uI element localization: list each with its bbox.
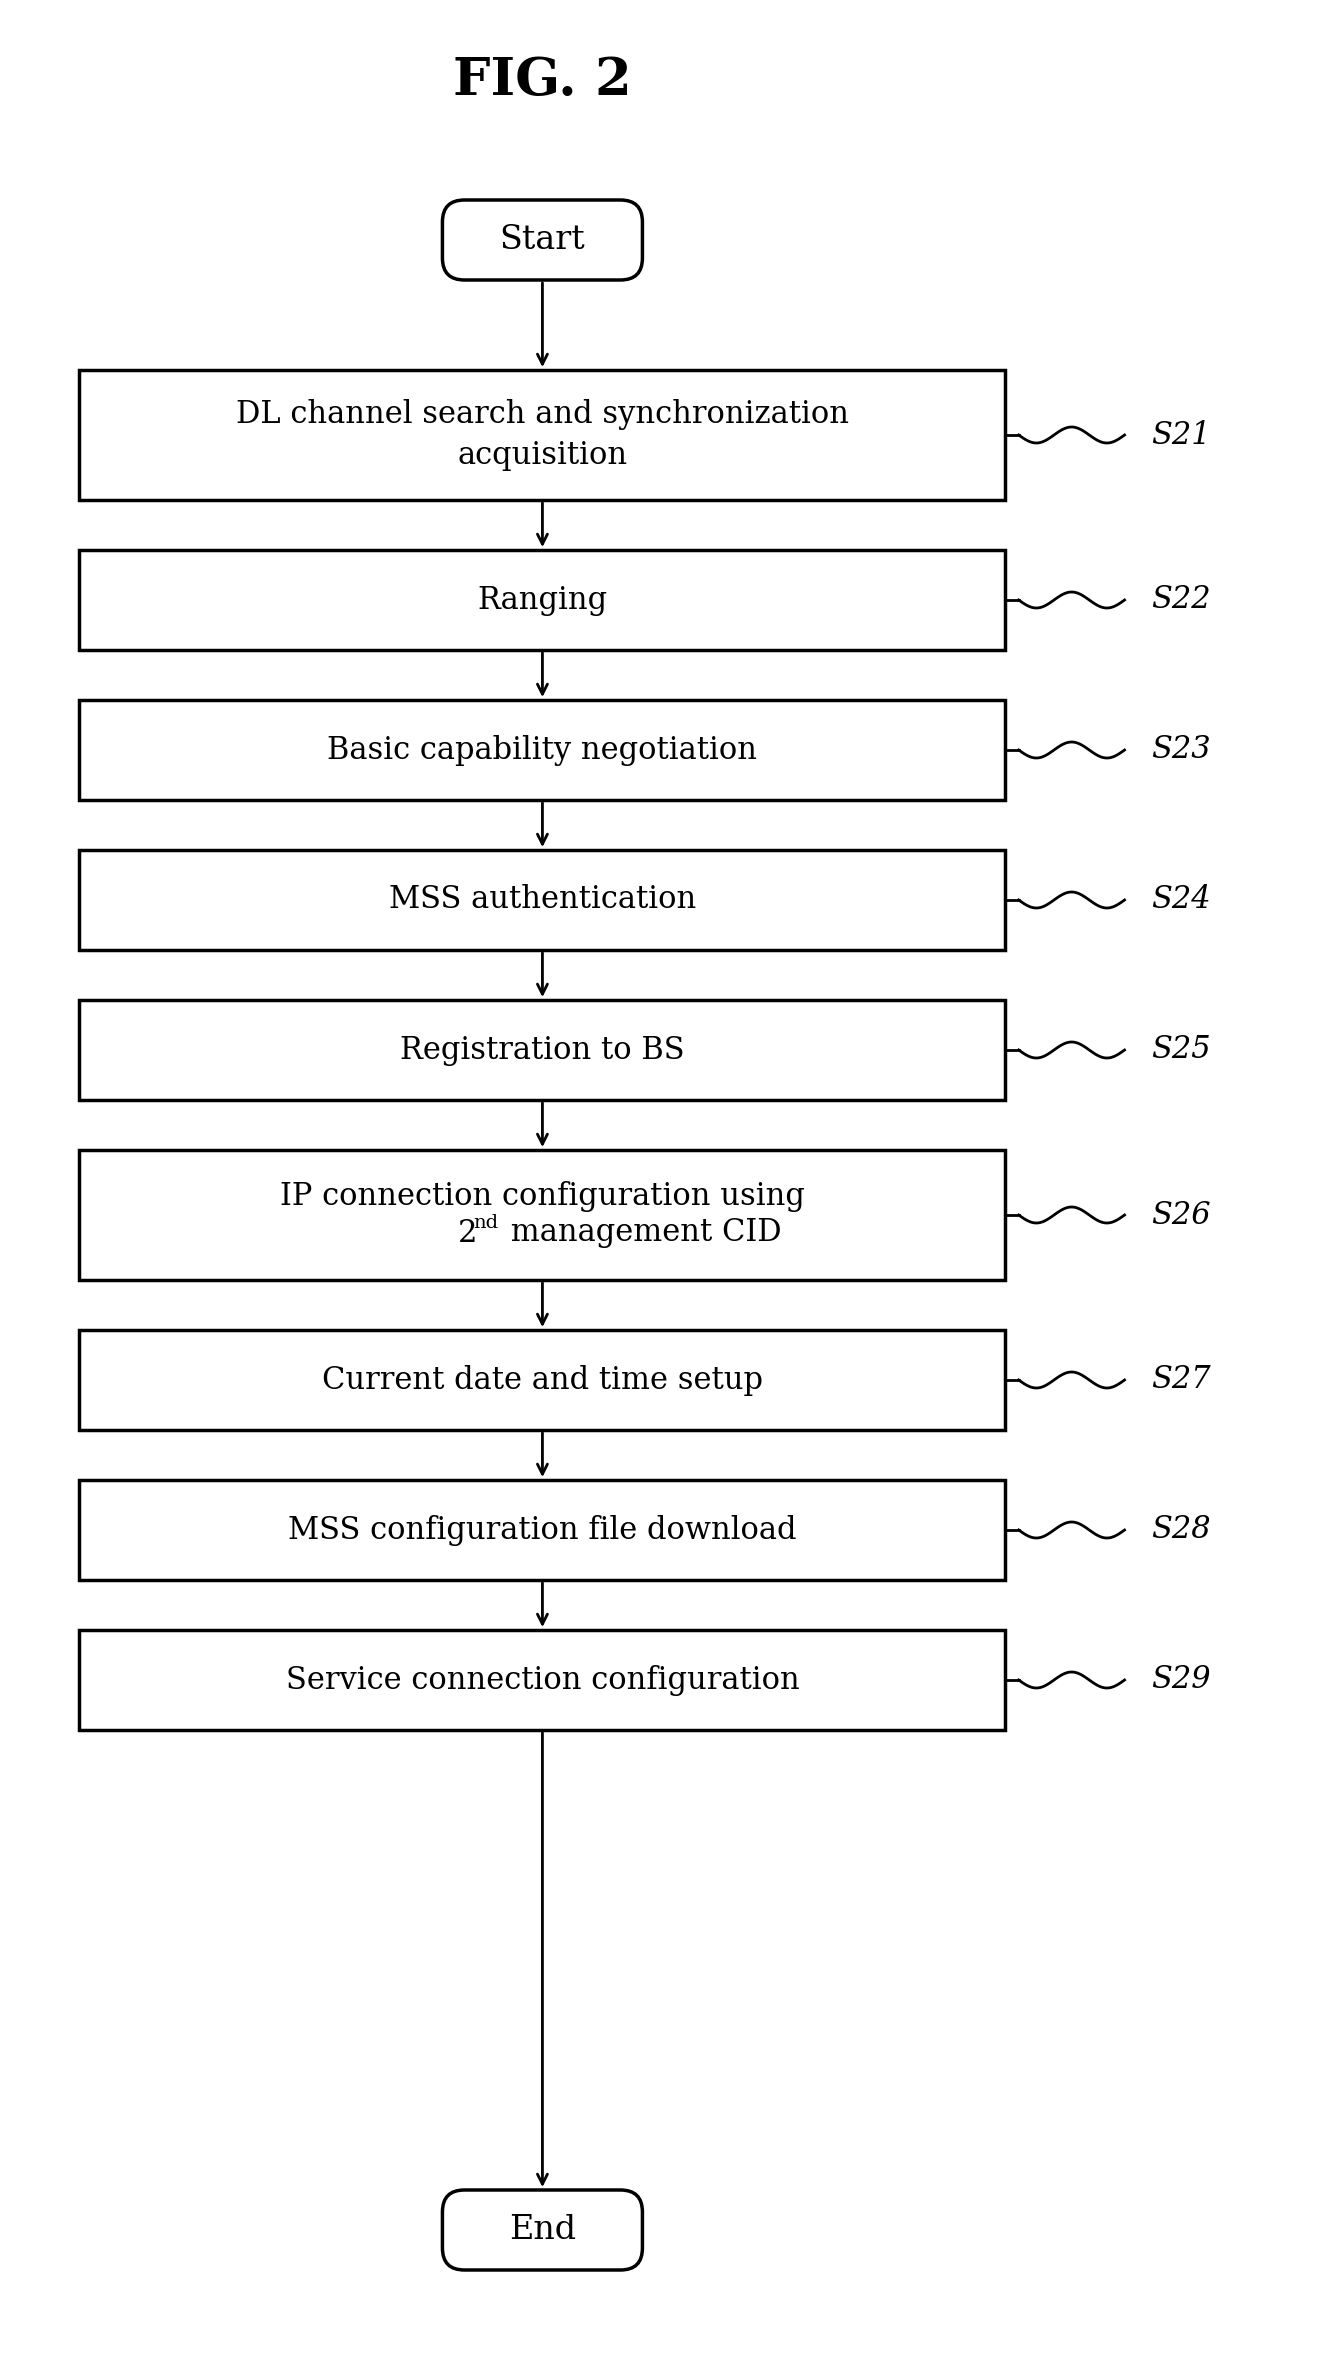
Bar [79, 371, 1005, 501]
Text: Registration to BS: Registration to BS [400, 1035, 685, 1066]
Text: nd: nd [474, 1215, 499, 1232]
Text: S28: S28 [1151, 1515, 1211, 1546]
Text: Ranging: Ranging [478, 584, 607, 615]
Bar [79, 1149, 1005, 1279]
Text: Service connection configuration: Service connection configuration [286, 1664, 799, 1695]
Text: Start: Start [500, 225, 585, 255]
Text: S26: S26 [1151, 1199, 1211, 1232]
Text: S25: S25 [1151, 1035, 1211, 1066]
Text: 2: 2 [458, 1217, 476, 1248]
Bar [79, 1331, 1005, 1430]
Text: Current date and time setup: Current date and time setup [321, 1364, 763, 1395]
Text: S29: S29 [1151, 1664, 1211, 1695]
Text: S22: S22 [1151, 584, 1211, 615]
Text: S24: S24 [1151, 884, 1211, 915]
Bar [79, 700, 1005, 799]
Text: IP connection configuration using: IP connection configuration using [280, 1182, 804, 1213]
Text: management CID: management CID [501, 1217, 782, 1248]
Text: S21: S21 [1151, 418, 1211, 452]
Text: FIG. 2: FIG. 2 [452, 54, 632, 106]
Text: S23: S23 [1151, 735, 1211, 766]
Text: MSS authentication: MSS authentication [389, 884, 696, 915]
FancyBboxPatch shape [442, 2189, 643, 2269]
Bar [79, 1480, 1005, 1579]
Text: DL channel search and synchronization
acquisition: DL channel search and synchronization ac… [235, 400, 849, 470]
Text: Basic capability negotiation: Basic capability negotiation [327, 735, 758, 766]
Bar [79, 1631, 1005, 1730]
Bar [79, 551, 1005, 650]
FancyBboxPatch shape [442, 201, 643, 279]
Text: S27: S27 [1151, 1364, 1211, 1395]
Text: End: End [509, 2215, 576, 2246]
Bar [79, 1000, 1005, 1099]
Text: MSS configuration file download: MSS configuration file download [288, 1515, 796, 1546]
Bar [79, 851, 1005, 950]
